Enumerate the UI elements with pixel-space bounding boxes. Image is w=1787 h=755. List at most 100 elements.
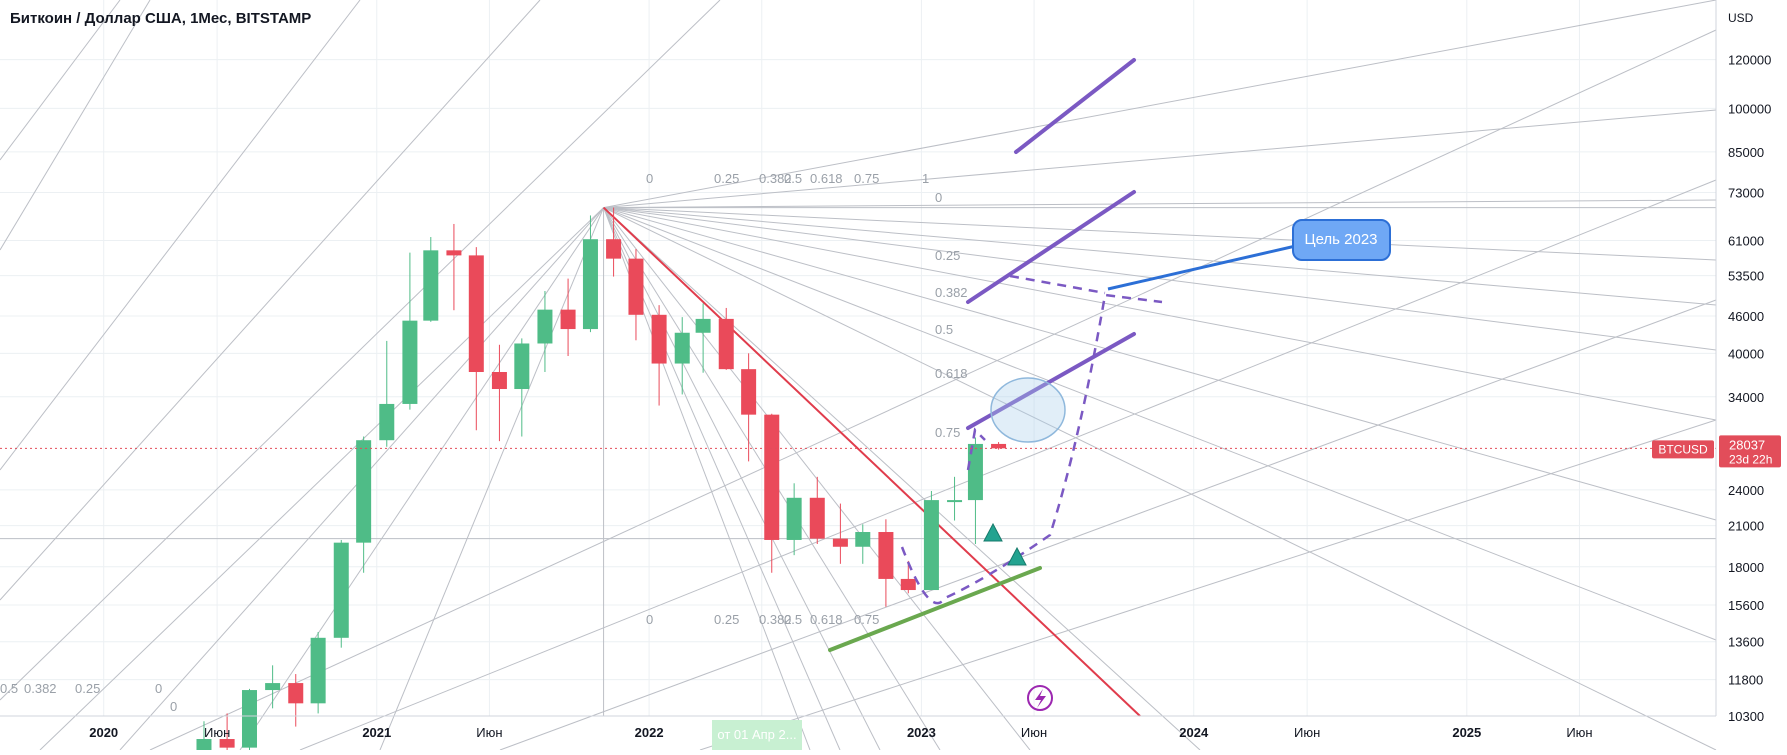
- candle-up: [537, 309, 553, 344]
- y-tick-label: 53500: [1728, 269, 1764, 284]
- countdown-label: 23d 22h: [1729, 452, 1772, 466]
- y-tick-label: 120000: [1728, 53, 1771, 68]
- candle-up: [855, 532, 871, 547]
- callout-text: Цель 2023: [1304, 231, 1377, 248]
- gann-label-left: 0.5: [0, 681, 18, 696]
- x-tick-label: Июн: [1021, 725, 1047, 740]
- candle-down: [878, 532, 894, 579]
- candle-up: [923, 500, 939, 591]
- gann-label-top: 0.5: [784, 171, 802, 186]
- gann-fan-line: [0, 0, 541, 601]
- gann-fan-line: [603, 207, 1717, 641]
- candle-up: [402, 320, 418, 404]
- candle-up: [310, 637, 326, 704]
- gann-label-side: 0: [935, 190, 942, 205]
- candle-up: [356, 440, 372, 543]
- candle-down: [606, 239, 622, 259]
- gann-label-top: 0.75: [854, 171, 879, 186]
- gann-fan-line: [603, 207, 1201, 751]
- candle-down: [491, 372, 507, 390]
- gann-fan-line: [603, 199, 1717, 209]
- gann-fan-line: [603, 207, 1717, 421]
- gann-fan-line: [0, 0, 151, 251]
- gann-fan-line: [149, 29, 1717, 751]
- chart-title: Биткоин / Доллар США, 1Мес, BITSTAMP: [10, 10, 312, 27]
- gann-label-side: 0.75: [935, 425, 960, 440]
- flash-icon: [1027, 685, 1053, 711]
- candle-down: [288, 683, 304, 704]
- projection-line: [966, 190, 1136, 304]
- x-tick-label: 2022: [635, 725, 664, 740]
- gann-label-left: 0.382: [24, 681, 57, 696]
- candle-down: [900, 578, 916, 591]
- candle-up: [423, 250, 439, 321]
- gann-fan-line: [603, 207, 1717, 261]
- gann-fan-line: [603, 109, 1717, 209]
- gann-fan-line: [299, 179, 1717, 751]
- gann-fan-line: [603, 207, 881, 751]
- y-tick-label: 85000: [1728, 145, 1764, 160]
- date-marker-box: [712, 720, 802, 750]
- candle-up: [196, 739, 212, 755]
- gann-label-bottom: 0.75: [854, 612, 879, 627]
- gann-label-side: 0.25: [935, 248, 960, 263]
- x-tick-label: Июн: [204, 725, 230, 740]
- candle-down: [219, 739, 235, 748]
- x-tick-label: 2024: [1179, 725, 1209, 740]
- annotation-layer: Цель 2023: [0, 58, 1716, 711]
- candle-up: [379, 403, 395, 441]
- candle-down: [446, 250, 462, 256]
- trendline-layer: [602, 206, 1141, 717]
- candle-up: [786, 497, 802, 540]
- x-tick-label: 2021: [362, 725, 391, 740]
- projection-path: [1009, 274, 1106, 295]
- candle-down: [764, 414, 780, 540]
- x-tick-label: Июн: [1566, 725, 1592, 740]
- y-tick-label: 34000: [1728, 390, 1764, 405]
- signal-triangle: [1007, 546, 1027, 566]
- gann-fan-line: [0, 0, 721, 701]
- y-tick-label: 15600: [1728, 598, 1764, 613]
- gann-label-left: 0: [170, 699, 177, 714]
- candle-down: [832, 538, 848, 547]
- gann-label-left: 0: [155, 681, 162, 696]
- candle-down: [718, 318, 734, 370]
- y-tick-label: 73000: [1728, 186, 1764, 201]
- y-tick-label: 21000: [1728, 519, 1764, 534]
- y-tick-label: 40000: [1728, 346, 1764, 361]
- green-support-line: [828, 566, 1042, 652]
- candle-down: [560, 309, 576, 330]
- gann-fan-line: [603, 207, 1717, 351]
- gann-label-bottom: 0.5: [784, 612, 802, 627]
- candlestick-layer: [196, 207, 1007, 755]
- x-tick-label: 2020: [89, 725, 118, 740]
- projection-line: [966, 332, 1136, 430]
- y-tick-label: 61000: [1728, 234, 1764, 249]
- gann-label-top: 0.25: [714, 171, 739, 186]
- candle-down: [651, 314, 667, 364]
- red-trendline: [602, 206, 1141, 717]
- symbol-label-box: [1652, 440, 1714, 459]
- candle-down: [741, 369, 757, 415]
- callout-pointer: [1107, 243, 1301, 291]
- y-tick-label: 24000: [1728, 483, 1764, 498]
- gann-fan-line: [699, 419, 1717, 751]
- candle-up: [674, 332, 690, 364]
- callout-box: [1292, 219, 1391, 261]
- flash-icon: [1035, 689, 1046, 708]
- candle-up: [333, 542, 349, 638]
- gann-label-side: 0.618: [935, 366, 968, 381]
- gann-label-top: 0.382: [759, 171, 792, 186]
- gann-fan-line: [603, 207, 1717, 521]
- gann-fan-line: [603, 207, 1717, 751]
- gann-label-side: 0.382: [935, 285, 968, 300]
- y-tick-label: 46000: [1728, 309, 1764, 324]
- gann-fan-line: [603, 0, 1717, 209]
- gann-label-top: 1: [922, 171, 929, 186]
- candle-down: [628, 258, 644, 315]
- x-tick-label: Июн: [476, 725, 502, 740]
